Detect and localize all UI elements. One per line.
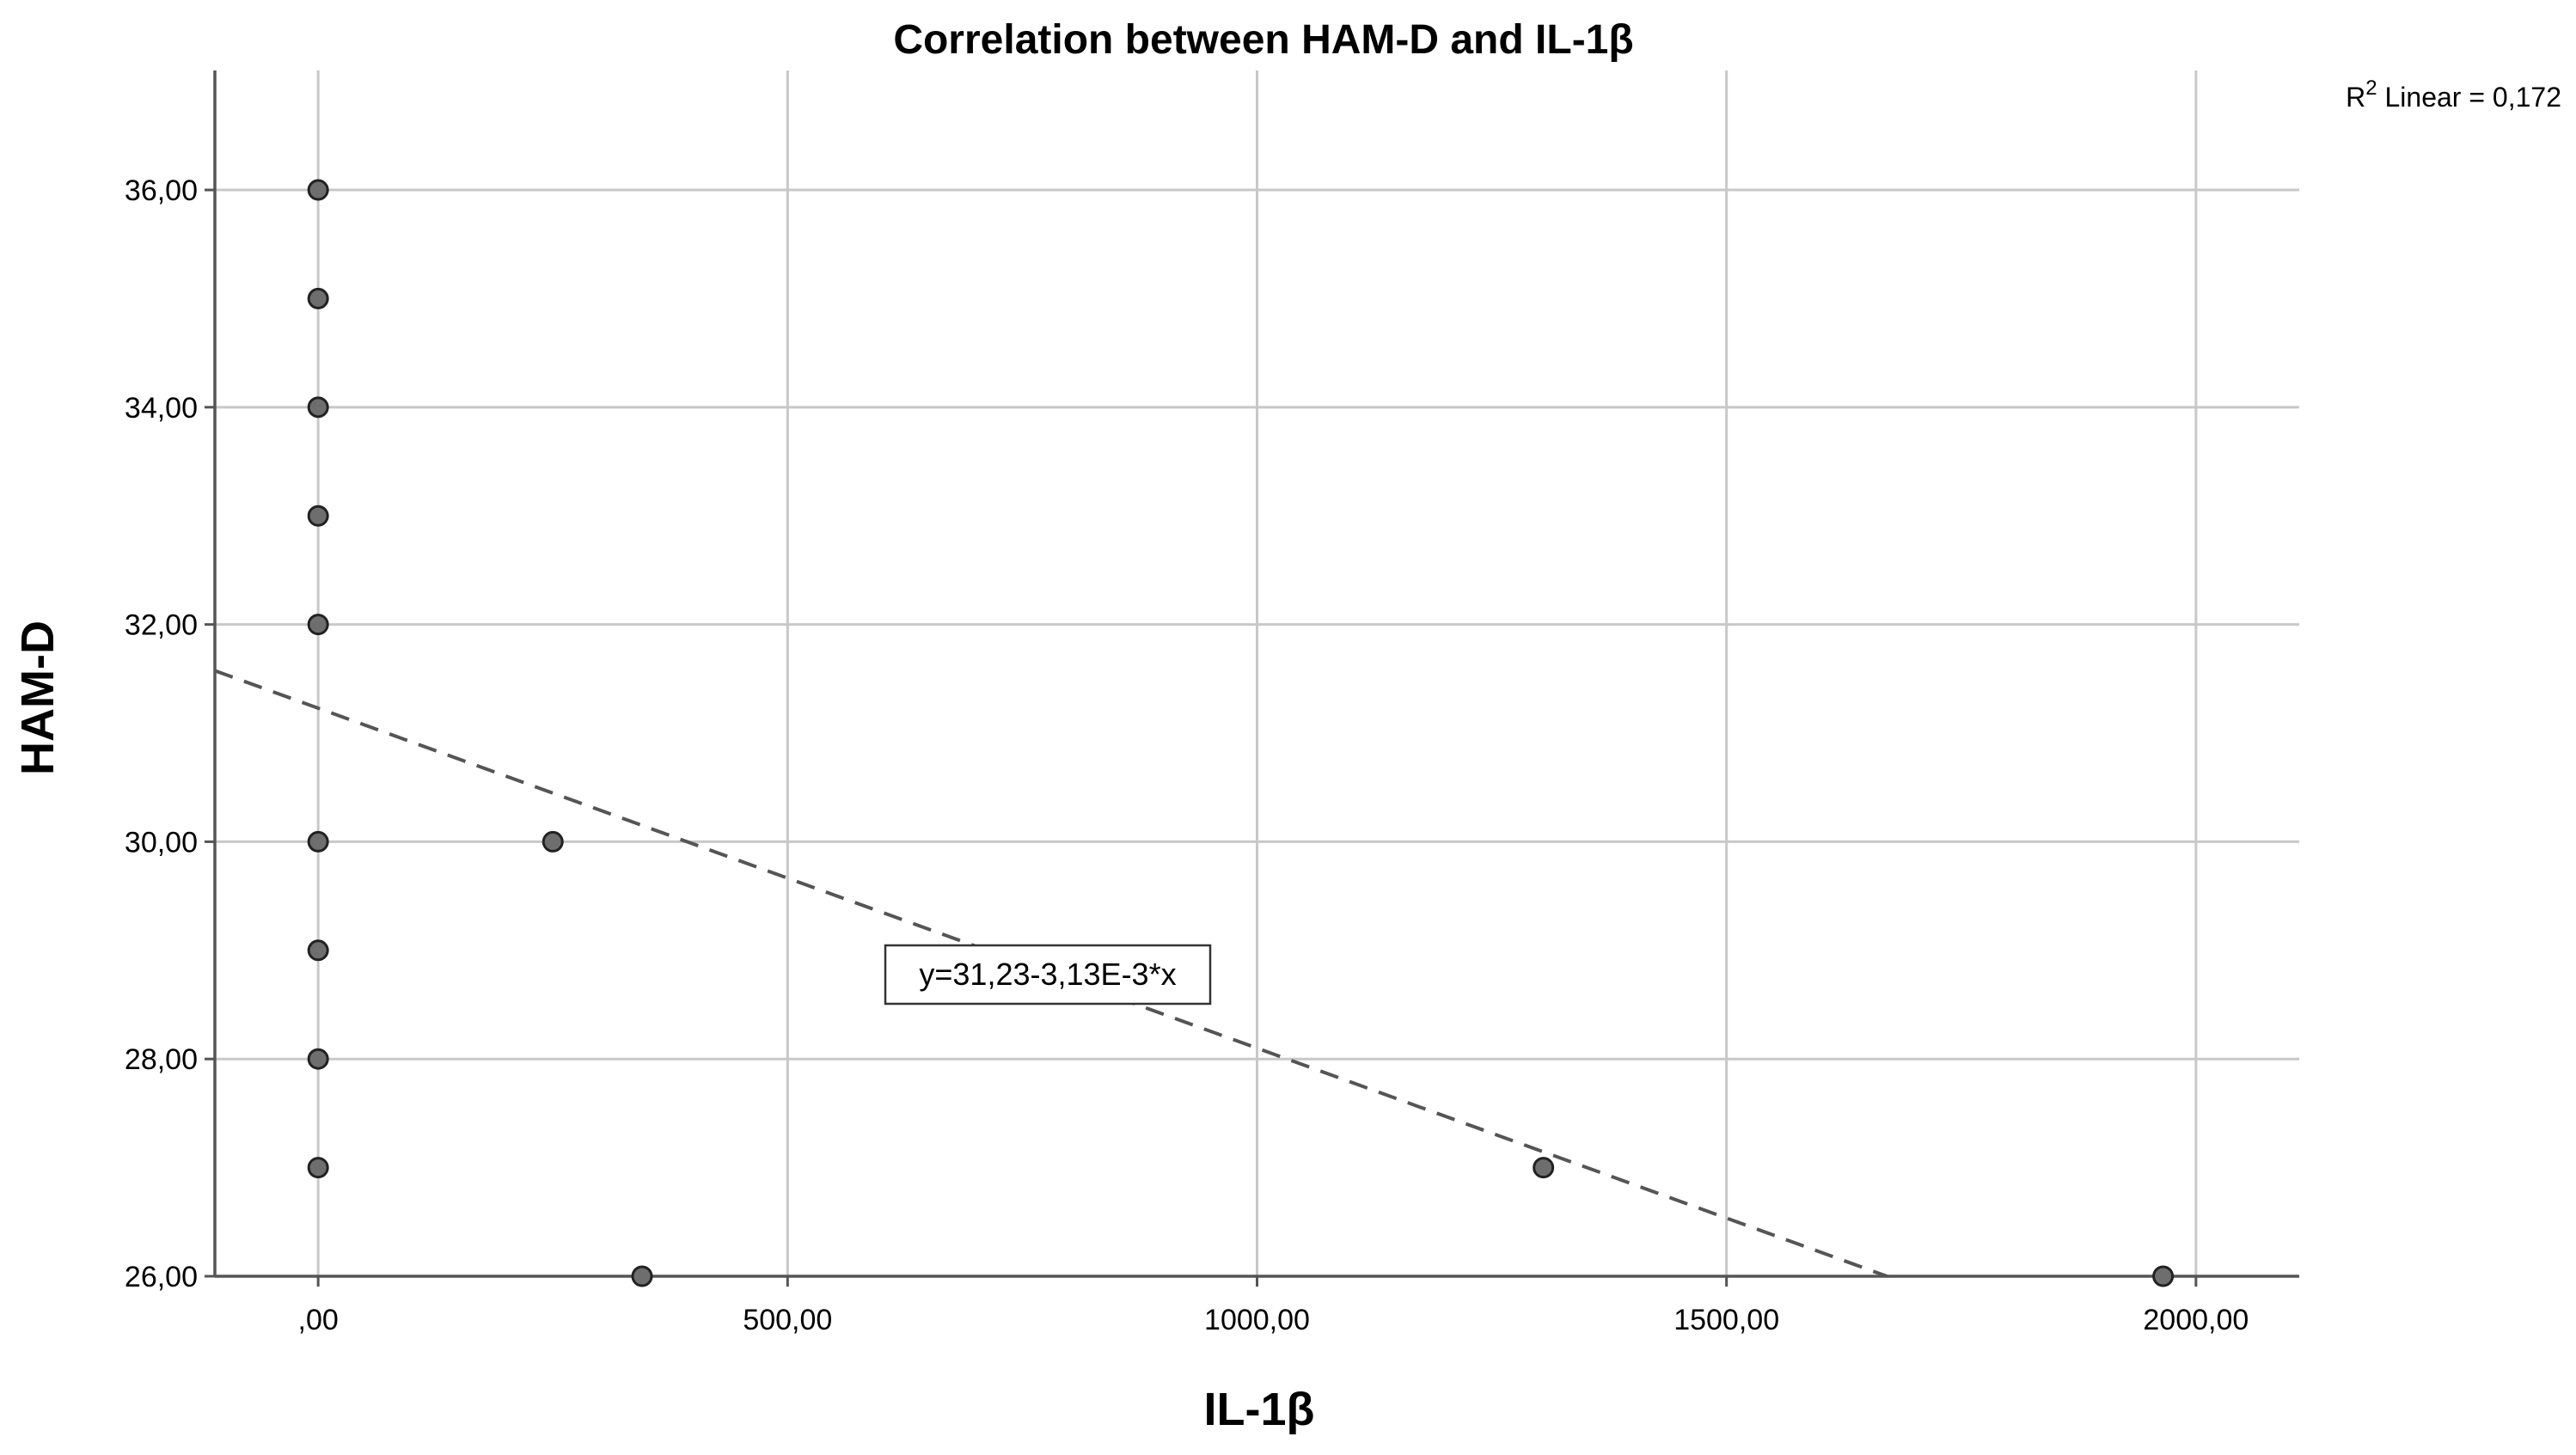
- data-point: [542, 830, 564, 853]
- r2-label: R2 Linear = 0,172: [2346, 76, 2561, 113]
- fit-line: [214, 669, 1888, 1278]
- y-tick-label: 36,00: [125, 174, 198, 207]
- x-tick-label: 2000,00: [2143, 1304, 2249, 1336]
- y-tick-label: 34,00: [125, 392, 198, 425]
- data-point: [307, 396, 329, 419]
- data-point: [631, 1265, 653, 1287]
- x-tick-label: ,00: [298, 1304, 339, 1336]
- data-point: [307, 614, 329, 636]
- y-tick-label: 28,00: [125, 1043, 198, 1076]
- r2-superscript: 2: [2365, 76, 2377, 100]
- data-point: [307, 287, 329, 309]
- x-tick-label: 500,00: [743, 1304, 832, 1336]
- chart-title: Correlation between HAM-D and IL-1β: [893, 17, 1633, 63]
- ticks-layer: ,00 500,00 1000,00 1500,00 2000,00 26,00 28,00…: [125, 174, 2249, 1336]
- r2-prefix: R: [2346, 82, 2365, 113]
- data-point: [307, 939, 329, 962]
- equation-box-frame: [884, 944, 1212, 1006]
- y-tick-label: 26,00: [125, 1261, 198, 1293]
- data-point: [307, 179, 329, 201]
- data-point: [307, 1157, 329, 1179]
- y-tick-label: 30,00: [125, 826, 198, 859]
- x-tick-label: 1500,00: [1673, 1304, 1779, 1336]
- data-point: [1533, 1157, 1555, 1179]
- data-point: [307, 1048, 329, 1070]
- equation-label: y=31,23-3,13E-3*x: [919, 957, 1176, 992]
- fit-layer: [214, 669, 1888, 1278]
- data-point: [2152, 1265, 2175, 1287]
- x-axis-label: IL-1β: [1204, 1384, 1315, 1435]
- y-tick-label: 32,00: [125, 609, 198, 642]
- data-point: [307, 504, 329, 527]
- equation-box: y=31,23-3,13E-3*x: [884, 944, 1212, 1006]
- r2-suffix: Linear = 0,172: [2377, 82, 2561, 113]
- x-tick-label: 1000,00: [1204, 1304, 1310, 1336]
- y-axis-label: HAM-D: [12, 621, 64, 775]
- points-layer: [307, 179, 2175, 1287]
- data-point: [307, 830, 329, 853]
